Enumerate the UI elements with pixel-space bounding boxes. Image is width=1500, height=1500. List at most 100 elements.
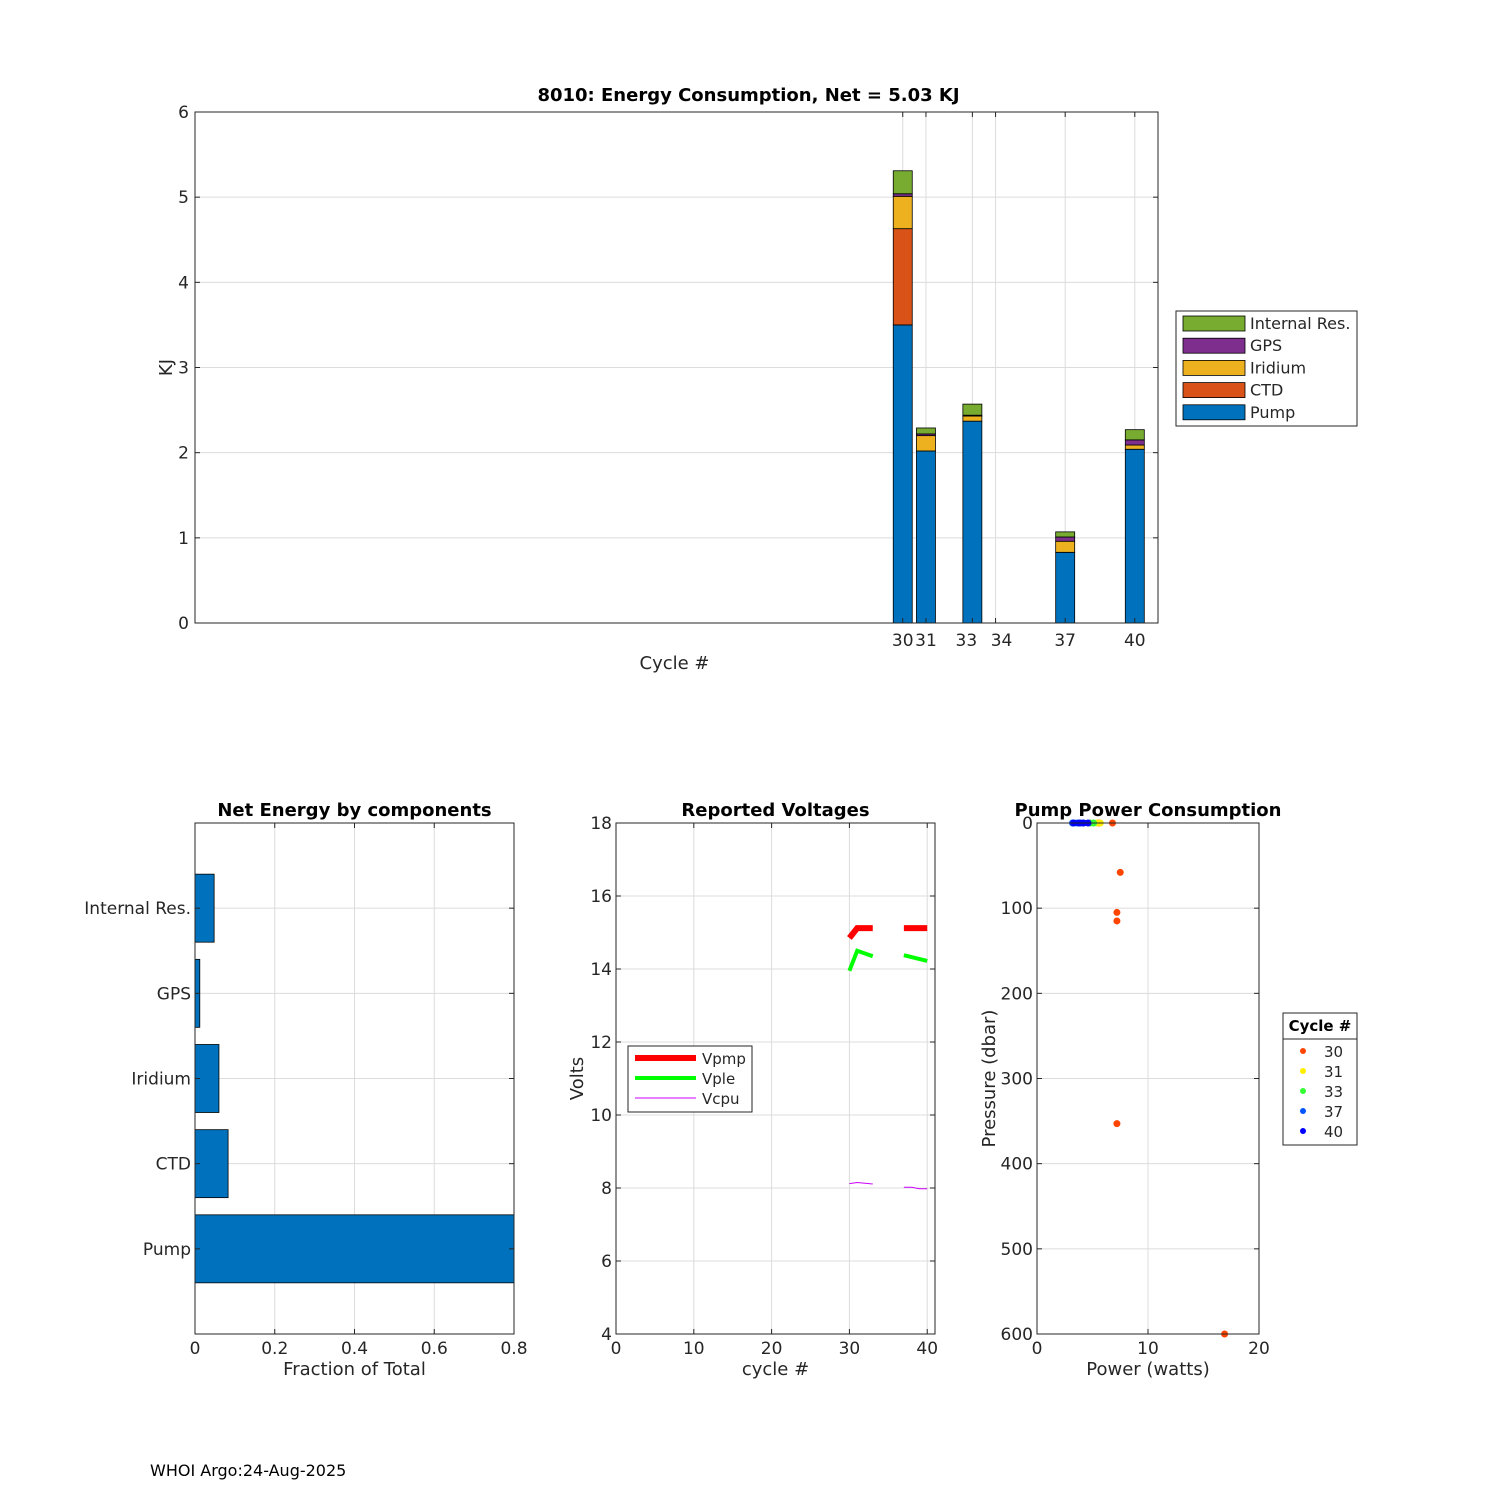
x-tick-label: 0.4 [341,1339,368,1359]
bar-internal-res--cycle-31 [916,427,936,435]
y-axis-label: Pressure (dbar) [979,1010,1000,1148]
point-cycle-30 [1116,868,1124,876]
y-tick-label: 500 [1001,1240,1033,1260]
x-tick-label: 37 [1054,631,1076,651]
y-tick-label: 1 [178,529,189,549]
x-tick-label: 0.8 [500,1339,527,1359]
y-tick-label: 18 [590,814,612,834]
line-vcpu [849,1182,873,1185]
legend-label: Internal Res. [1250,314,1350,333]
x-tick-label: 30 [892,631,914,651]
line-vpmp [847,925,873,940]
y-tick-label: 5 [178,188,189,208]
legend: Cycle # 30 31 33 37 40 [1282,1012,1358,1146]
y-tick-label: 2 [178,444,189,464]
point-cycle-30 [1113,908,1121,916]
bar-internal-res--cycle-40 [1124,429,1145,441]
legend-label: Vpmp [702,1050,746,1068]
bar-pump-cycle-37 [1055,551,1076,624]
x-tick-label: 10 [683,1339,705,1359]
legend-label: GPS [1250,336,1282,355]
bar-iridium-cycle-37 [1055,540,1076,553]
bar-pump-cycle-40 [1124,448,1145,624]
x-tick-label: 0 [611,1339,622,1359]
y-tick-label: 600 [1001,1325,1033,1345]
y-tick-label: Internal Res. [84,899,191,919]
x-axis-label: Fraction of Total [283,1359,426,1380]
x-axis-label: cycle # [742,1359,809,1380]
bar-internal-res--cycle-33 [962,403,983,416]
y-tick-label: 16 [590,887,612,907]
y-tick-label: 300 [1001,1070,1033,1090]
legend-label: Vple [702,1070,735,1088]
bar-gps-cycle-40 [1124,439,1145,446]
x-tick-label: 0 [190,1339,201,1359]
legend-label: Iridium [1250,358,1306,377]
chart-title: Pump Power Consumption [1015,800,1282,821]
y-tick-label: 200 [1001,984,1033,1004]
y-tick-label: 4 [601,1325,612,1345]
line-vple [847,948,874,972]
x-tick-label: 0.6 [421,1339,448,1359]
legend-swatch [1182,315,1246,332]
bar-pump-cycle-30 [892,324,913,624]
y-tick-label: 8 [601,1179,612,1199]
fraction-chart: Pump CTD Iridium GPS Internal Res. 0 0.2 0.4 0.6… [84,800,527,1380]
y-tick-label: CTD [156,1155,191,1175]
x-tick-label: 20 [1248,1339,1270,1359]
legend-label: 40 [1324,1123,1343,1141]
y-tick-label: 3 [178,359,189,379]
voltage-chart: 4 6 8 10 12 14 16 18 0 10 20 30 40 Reported Voltages c… [567,800,938,1380]
chart-title: Net Energy by components [217,800,491,821]
legend-box [1282,1012,1358,1146]
y-tick-label: 4 [178,273,189,293]
bar-internal-res--cycle-37 [1055,531,1076,538]
y-tick-label: 0 [178,614,189,634]
x-tick-label: 34 [991,631,1013,651]
y-tick-label: 0 [1022,814,1033,834]
y-tick-label: 10 [590,1106,612,1126]
x-tick-label: 30 [839,1339,861,1359]
y-tick-label: Iridium [131,1070,191,1090]
x-tick-label: 10 [1137,1339,1159,1359]
y-tick-label: 12 [590,1033,612,1053]
legend-label: CTD [1250,381,1283,400]
bar-iridium-cycle-30 [892,195,913,230]
point-cycle-30 [1113,1120,1121,1128]
y-tick-label: GPS [157,984,191,1004]
legend-swatch [1182,359,1246,376]
legend-label: Pump [1250,403,1295,422]
legend-title: Cycle # [1289,1017,1352,1035]
y-tick-label: 400 [1001,1155,1033,1175]
x-axis-label: Power (watts) [1086,1359,1209,1380]
legend-label: 30 [1324,1043,1343,1061]
bar-pump-cycle-31 [916,450,936,624]
x-tick-label: 31 [915,631,937,651]
line-vcpu [903,1186,928,1190]
legend: Internal Res. GPS Iridium CTD Pump [1175,310,1358,427]
chart-title: 8010: Energy Consumption, Net = 5.03 KJ [537,85,959,106]
bar-iridium-cycle-33 [962,415,983,422]
line-vple [903,953,928,963]
x-axis-label: Cycle # [640,653,710,674]
y-tick-label: Pump [143,1240,191,1260]
x-tick-label: 40 [1124,631,1146,651]
y-axis-label: Volts [567,1057,588,1100]
bar-iridium-cycle-40 [1124,444,1145,450]
x-tick-label: 33 [956,631,978,651]
x-tick-label: 20 [761,1339,783,1359]
legend-marker [1300,1108,1306,1114]
y-tick-label: 6 [601,1252,612,1272]
bar-iridium-cycle-31 [916,435,936,452]
legend-marker [1300,1088,1306,1094]
legend-label: 37 [1324,1103,1343,1121]
legend-marker [1300,1068,1306,1074]
legend-swatch [1182,382,1246,399]
legend: Vpmp Vple Vcpu [627,1045,753,1113]
x-tick-label: 40 [916,1339,938,1359]
bar-internal-res--cycle-30 [892,170,913,195]
chart-title: Reported Voltages [681,800,869,821]
footer-stamp: WHOI Argo:24-Aug-2025 [150,1461,347,1480]
